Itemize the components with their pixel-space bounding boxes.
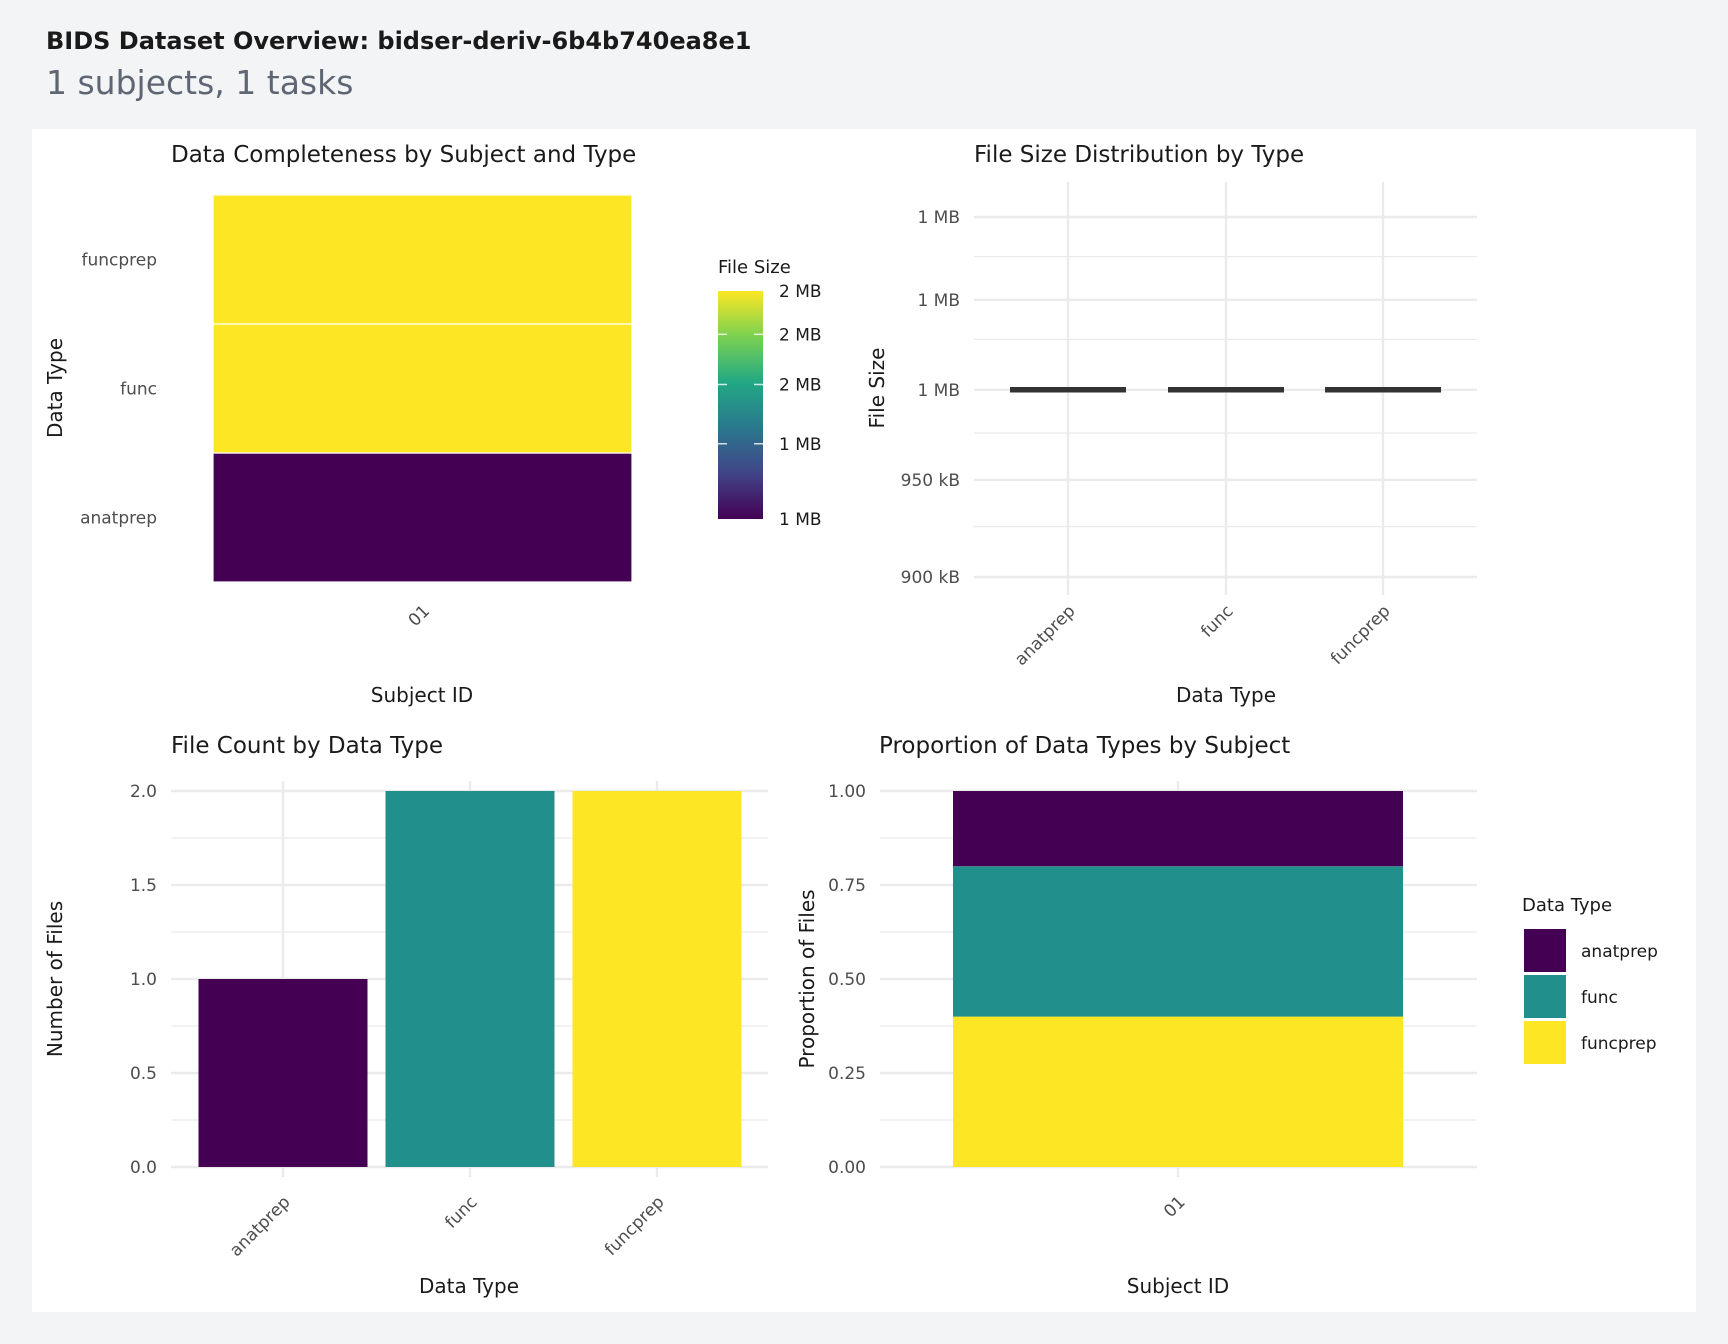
filecount-xlabel: Data Type — [419, 1274, 519, 1298]
colorbar-label: 1 MB — [779, 510, 822, 530]
colorbar-gradient — [718, 291, 763, 519]
filesize-xlabel: Data Type — [1176, 683, 1276, 707]
y-tick-label: 1.0 — [130, 970, 157, 990]
bar-anatprep — [198, 979, 368, 1167]
y-tick-label: 0.75 — [828, 876, 866, 896]
legend-label: func — [1581, 988, 1618, 1008]
y-tick-label: funcprep — [81, 251, 157, 271]
filecount-title: File Count by Data Type — [171, 733, 443, 759]
y-tick-label: 0.5 — [130, 1064, 157, 1084]
x-tick-label: funcprep — [1327, 601, 1395, 669]
proportion-title: Proportion of Data Types by Subject — [879, 733, 1290, 759]
y-tick-label: 0.25 — [828, 1064, 866, 1084]
colorbar-label: 2 MB — [779, 375, 822, 395]
heatmap-cell-anatprep — [212, 452, 633, 583]
page-title: BIDS Dataset Overview: bidser-deriv-6b4b… — [46, 27, 752, 55]
y-tick-label: 900 kB — [901, 568, 960, 588]
legend-title: Data Type — [1522, 895, 1612, 916]
y-tick-label: 0.0 — [130, 1158, 157, 1178]
x-tick-label: func — [1197, 601, 1237, 641]
bar-funcprep — [572, 791, 742, 1167]
proportion-stacked-bar: Proportion of Data Types by Subject 0.00… — [795, 733, 1658, 1298]
proportion-ylabel: Proportion of Files — [795, 889, 819, 1068]
stack-segment-funcprep — [953, 1016, 1403, 1167]
y-tick-label: 1 MB — [917, 291, 960, 311]
proportion-xlabel: Subject ID — [1127, 1274, 1229, 1298]
filecount-ylabel: Number of Files — [43, 901, 67, 1057]
x-tick-label: 01 — [405, 601, 434, 630]
legend-label: funcprep — [1581, 1034, 1657, 1054]
legend-key-anatprep — [1524, 929, 1566, 972]
stack-segment-anatprep — [953, 791, 1403, 867]
y-tick-label: 1.00 — [828, 782, 866, 802]
filesize-boxplot: File Size Distribution by Type 900 kB 950… — [865, 142, 1477, 707]
completeness-ylabel: Data Type — [43, 338, 67, 438]
completeness-xlabel: Subject ID — [371, 683, 473, 707]
completeness-title: Data Completeness by Subject and Type — [171, 142, 636, 168]
y-tick-label: 1.5 — [130, 876, 157, 896]
y-tick-label: func — [120, 380, 157, 400]
y-tick-label: 2.0 — [130, 782, 157, 802]
x-tick-label: func — [441, 1192, 481, 1232]
y-tick-label: 1 MB — [917, 381, 960, 401]
page-subtitle: 1 subjects, 1 tasks — [46, 63, 354, 102]
filecount-bar-chart: File Count by Data Type 0.00.51.01.52.0 … — [43, 733, 768, 1298]
legend-label: anatprep — [1581, 942, 1658, 962]
y-tick-label: 0.50 — [828, 970, 866, 990]
heatmap-cell-func — [212, 323, 633, 454]
heatmap-cell-funcprep — [212, 194, 633, 325]
filesize-ylabel: File Size — [865, 348, 889, 429]
filesize-title: File Size Distribution by Type — [974, 142, 1304, 168]
colorbar-label: 2 MB — [779, 282, 822, 302]
legend-key-funcprep — [1524, 1021, 1566, 1064]
y-tick-label: 950 kB — [901, 471, 960, 491]
colorbar-label: 2 MB — [779, 325, 822, 345]
completeness-heatmap: Data Completeness by Subject and Type an… — [43, 142, 822, 707]
colorbar-label: 1 MB — [779, 435, 822, 455]
data-type-legend: Data Type anatprep func funcprep — [1522, 895, 1658, 1064]
y-tick-label: 1 MB — [917, 208, 960, 228]
x-tick-label: funcprep — [601, 1192, 669, 1260]
x-tick-label: anatprep — [226, 1192, 295, 1261]
legend-key-func — [1524, 975, 1566, 1018]
file-size-colorbar: File Size 2 MB 2 MB 2 MB 1 MB 1 MB — [718, 257, 822, 530]
colorbar-title: File Size — [718, 257, 791, 278]
stack-segment-func — [953, 866, 1403, 1017]
x-tick-label: anatprep — [1011, 601, 1080, 670]
bar-func — [385, 791, 555, 1167]
y-tick-label: anatprep — [80, 509, 157, 529]
y-tick-label: 0.00 — [828, 1158, 866, 1178]
x-tick-label: 01 — [1160, 1192, 1189, 1221]
